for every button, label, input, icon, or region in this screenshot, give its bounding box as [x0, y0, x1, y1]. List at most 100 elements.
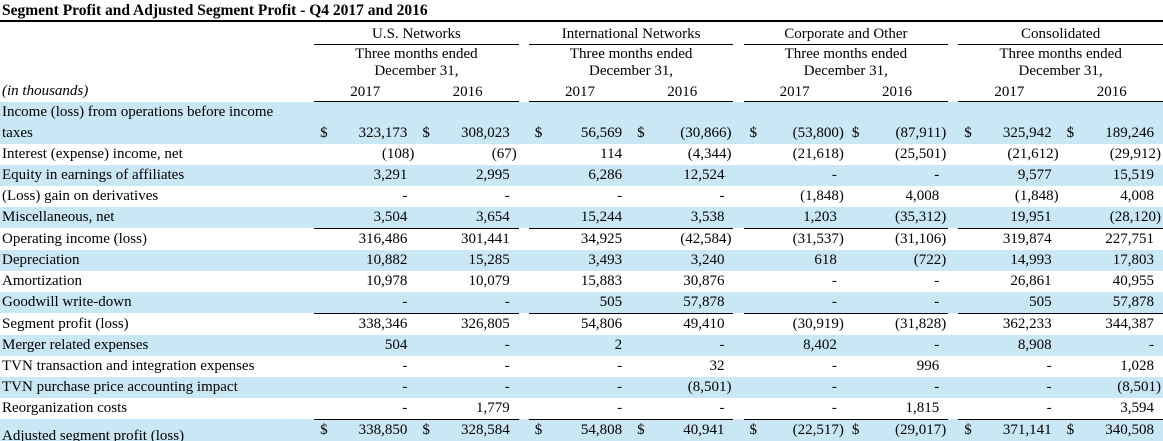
- cell-amount: 301,441: [461, 230, 510, 247]
- cell-amount: 505: [599, 293, 623, 310]
- column-gap: [733, 144, 743, 165]
- cell-amount: 2,995: [476, 166, 510, 183]
- cell-value: 3,538: [631, 206, 734, 229]
- cell-value: -: [958, 377, 1060, 398]
- cell-amount: 4,008: [905, 187, 940, 204]
- column-gap: [519, 313, 529, 335]
- currency-symbol: $: [422, 421, 430, 438]
- row-label: Miscellaneous, net: [2, 209, 115, 225]
- cell-amount: (67): [491, 145, 517, 162]
- cell-value: -: [314, 377, 416, 398]
- cell-amount: 54,806: [580, 315, 623, 332]
- cell-amount: -: [504, 378, 510, 395]
- cell-amount: -: [402, 187, 408, 204]
- cell-amount: -: [617, 399, 623, 416]
- column-gap: [948, 250, 958, 271]
- column-gap: [304, 22, 314, 44]
- cell-amount: -: [934, 378, 940, 395]
- cell-value: $54,808: [528, 419, 632, 441]
- cell-value: 19,951: [958, 206, 1061, 229]
- cell-value: -: [529, 186, 631, 207]
- cell-amount: (31,537): [792, 230, 844, 247]
- page-title: Segment Profit and Adjusted Segment Prof…: [0, 0, 1163, 22]
- cell-amount: -: [402, 378, 408, 395]
- period-line1: Three months ended: [784, 45, 908, 62]
- column-gap: [733, 271, 743, 292]
- cell-amount: 1,815: [905, 399, 940, 416]
- row-label: Segment profit (loss): [2, 315, 129, 332]
- cell-value: 319,874: [958, 228, 1060, 250]
- cell-amount: 362,233: [1002, 315, 1052, 332]
- cell-amount: 19,951: [1010, 208, 1052, 225]
- period-header-row: Three months ended December 31, Three mo…: [0, 44, 1163, 80]
- column-gap: [519, 22, 529, 44]
- cell-amount: -: [504, 293, 510, 310]
- cell-value: (35,312): [845, 206, 949, 229]
- cell-amount: 618: [814, 251, 837, 268]
- cell-amount: 3,291: [373, 166, 408, 183]
- cell-amount: 344,387: [1105, 315, 1154, 332]
- cell-value: -: [846, 335, 948, 356]
- column-gap: [948, 228, 958, 250]
- cell-value: 26,861: [958, 271, 1060, 292]
- cell-amount: (31,106): [894, 230, 947, 247]
- currency-symbol: $: [964, 124, 972, 141]
- cell-amount: -: [831, 293, 837, 310]
- cell-amount: (25,501): [894, 145, 947, 162]
- column-gap: [304, 292, 314, 314]
- cell-amount: (1,848): [800, 187, 844, 204]
- cell-amount: (35,312): [894, 208, 947, 225]
- cell-amount: 17,803: [1112, 251, 1154, 268]
- cell-amount: 326,805: [461, 315, 510, 332]
- table-row: Income (loss) from operations before inc…: [0, 101, 1163, 144]
- cell-value: 9,577: [958, 165, 1060, 186]
- cell-amount: 2: [614, 336, 623, 353]
- cell-amount: 319,874: [1002, 230, 1052, 247]
- cell-amount: 26,861: [1010, 272, 1052, 289]
- cell-amount: 323,173: [358, 124, 408, 141]
- cell-value: 14,993: [958, 250, 1060, 271]
- column-gap: [519, 292, 529, 314]
- cell-value: 3,654: [416, 206, 519, 229]
- cell-value: $338,850: [314, 419, 417, 441]
- cell-value: -: [529, 356, 631, 377]
- cell-amount: -: [934, 166, 940, 183]
- currency-symbol: $: [320, 421, 328, 438]
- cell-amount: 15,519: [1112, 166, 1154, 183]
- year-header-2016: 2016: [1060, 79, 1163, 102]
- column-gap: [519, 377, 529, 398]
- cell-value: $56,569: [529, 102, 631, 144]
- cell-value: 17,803: [1061, 250, 1163, 271]
- column-gap: [519, 186, 529, 207]
- cell-amount: -: [402, 399, 408, 416]
- group-header-row: U.S. Networks International Networks Cor…: [0, 22, 1163, 45]
- cell-value: $189,246: [1061, 102, 1163, 144]
- period-line2: December 31,: [589, 62, 674, 79]
- column-gap: [948, 356, 958, 377]
- cell-value: -: [631, 335, 733, 356]
- cell-amount: 504: [384, 336, 408, 353]
- column-gap: [733, 398, 743, 420]
- cell-amount: 15,883: [580, 272, 623, 289]
- cell-value: -: [631, 397, 734, 420]
- table-body: Income (loss) from operations before inc…: [0, 101, 1163, 441]
- cell-amount: -: [617, 378, 623, 395]
- cell-amount: 316,486: [358, 230, 408, 247]
- column-gap: [519, 250, 529, 271]
- currency-symbol: $: [1066, 421, 1075, 438]
- cell-value: (25,501): [846, 144, 948, 165]
- row-label: Operating income (loss): [2, 230, 147, 247]
- column-gap: [519, 44, 529, 80]
- cell-amount: -: [934, 272, 940, 289]
- column-gap: [948, 398, 958, 420]
- cell-amount: 10,882: [366, 251, 408, 268]
- column-group-corporate-and-other: Corporate and Other: [743, 22, 949, 45]
- table-row: Equity in earnings of affiliates 3,291 2,9…: [0, 164, 1163, 186]
- cell-amount: (29,912): [1109, 145, 1161, 162]
- column-gap: [733, 335, 743, 356]
- cell-amount: (4,344): [687, 145, 732, 162]
- column-gap: [948, 419, 958, 441]
- cell-value: 2,995: [416, 165, 518, 186]
- column-gap: [519, 144, 529, 165]
